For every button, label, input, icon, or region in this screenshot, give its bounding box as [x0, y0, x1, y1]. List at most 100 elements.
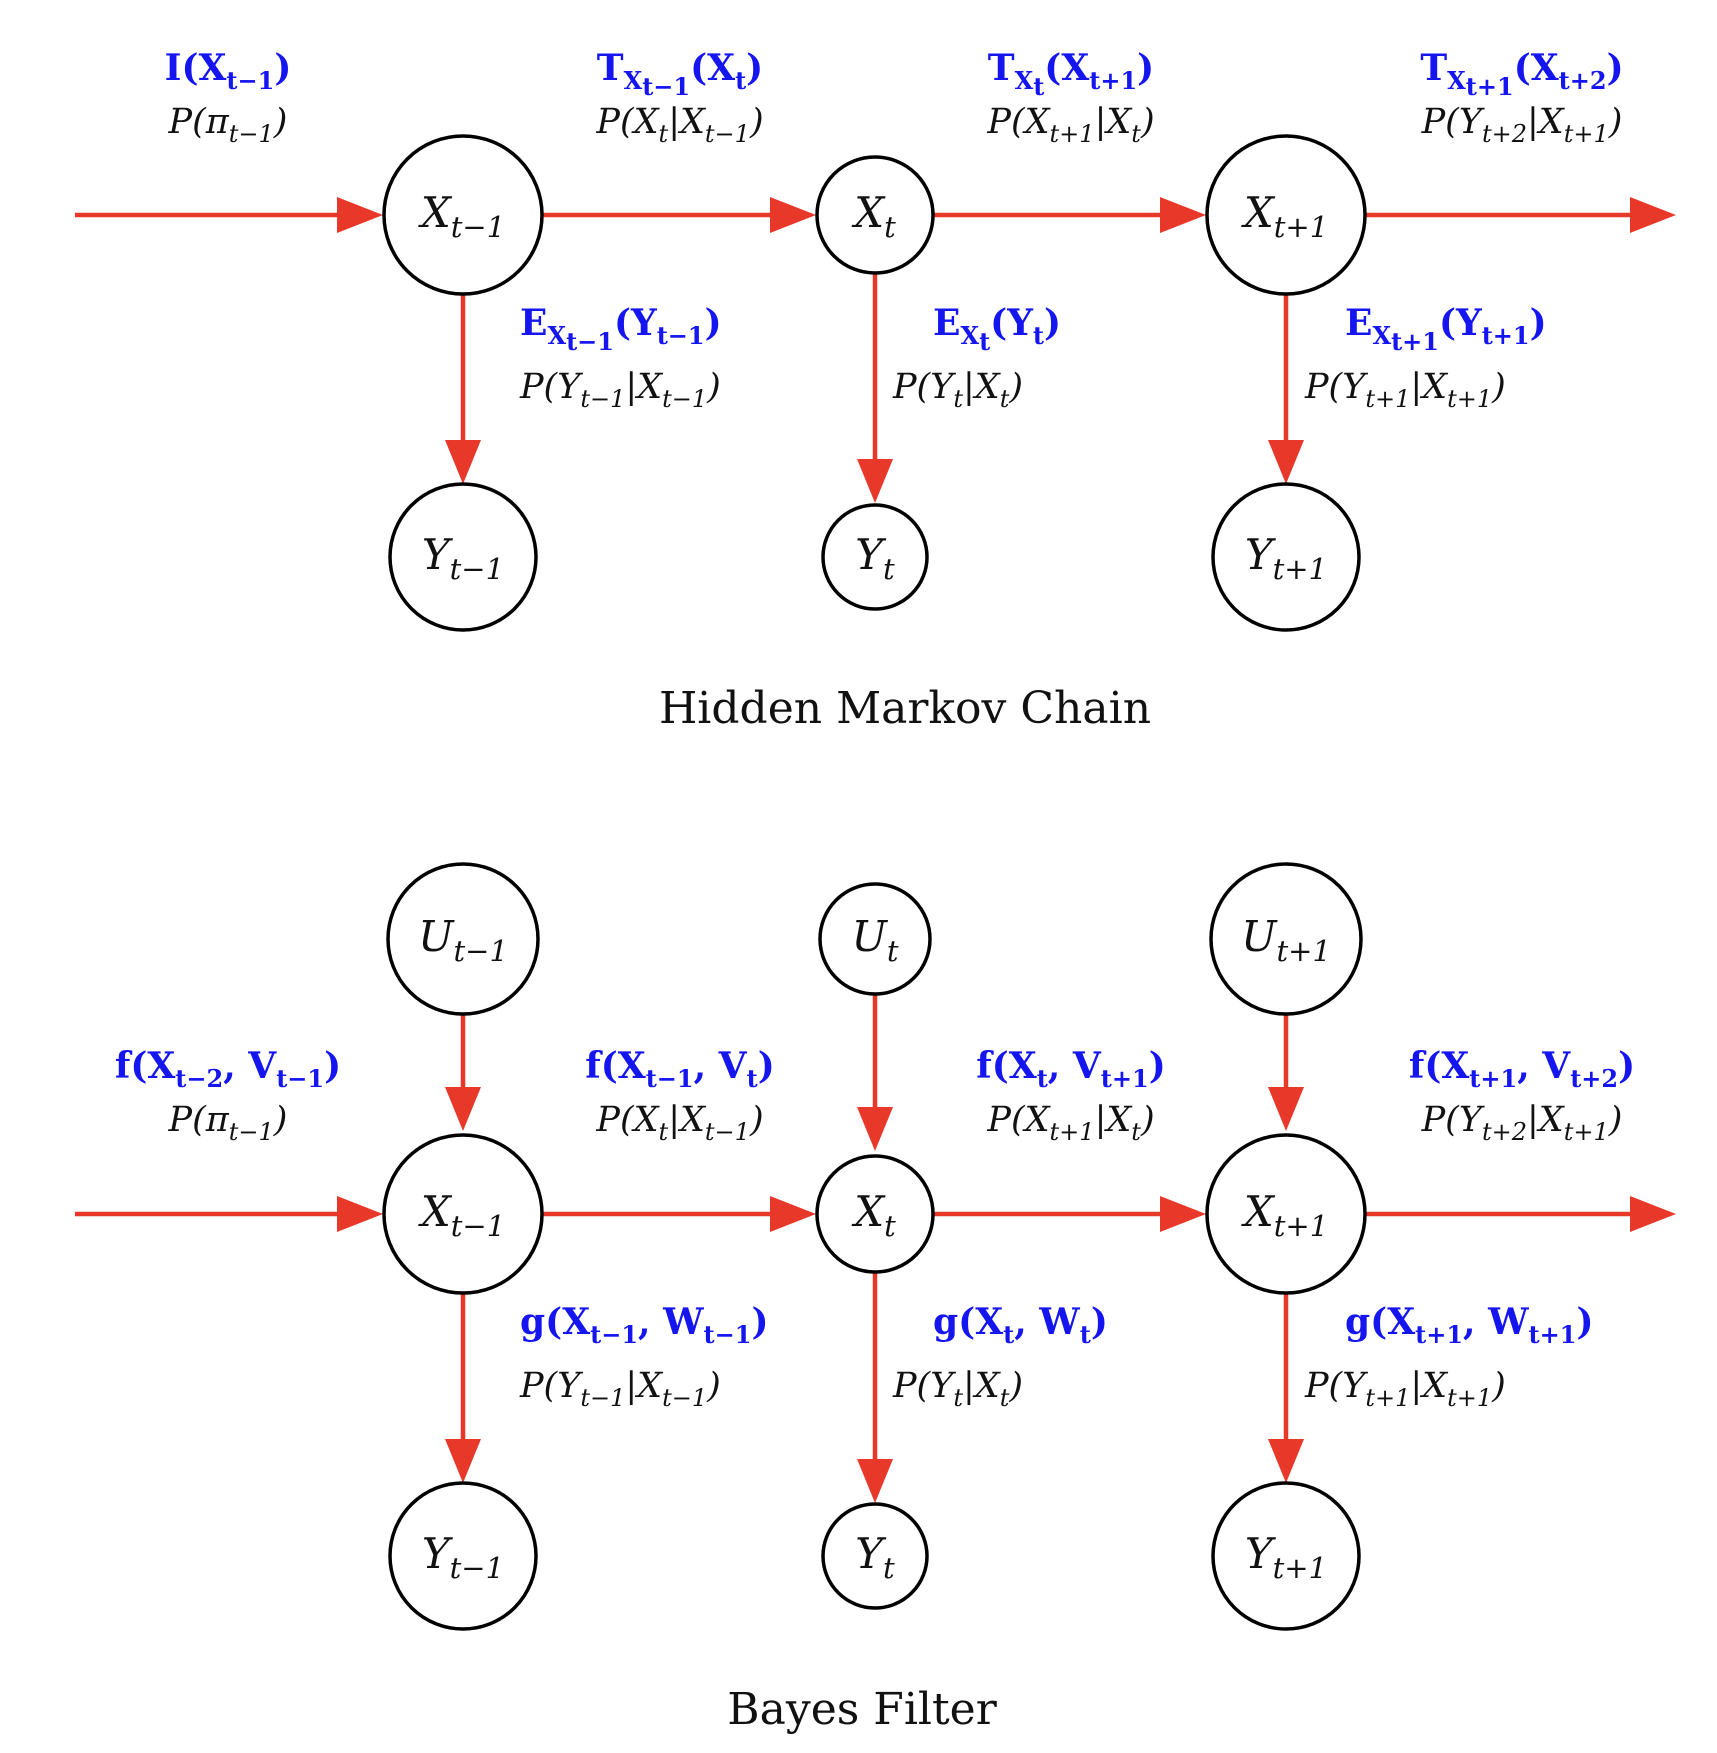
label-fragment: ) [274, 47, 291, 89]
label-fragment: f(X [115, 1045, 176, 1087]
bayes-state-fn-label-1: f(Xt−1, Vt) [585, 1045, 775, 1093]
label-fragment: I(X [165, 47, 227, 89]
label-fragment: t−1 [642, 72, 690, 101]
node-u-prev: Ut−1 [386, 862, 540, 1016]
node-y-cur: Yt [821, 503, 929, 611]
svg-text:Xt: Xt [851, 1187, 896, 1243]
label-fragment: (X [1044, 47, 1089, 89]
label-fragment: t+1 [1564, 1118, 1609, 1146]
arrowhead [857, 459, 893, 503]
label-fragment: (X [690, 47, 735, 89]
label-fragment: ) [1491, 367, 1506, 407]
label-fragment: X [1015, 66, 1034, 95]
arrowhead [1268, 1439, 1304, 1483]
label-fragment: t−1 [229, 120, 274, 148]
node-x-prev: Xt−1 [382, 1133, 544, 1295]
label-fragment: ) [273, 102, 288, 142]
label-fragment: t [953, 385, 963, 413]
label-fragment: , V [1048, 1045, 1102, 1087]
label-fragment: t−1 [226, 66, 274, 95]
label-fragment: t+1 [1564, 120, 1609, 148]
hmm-panel: Xt−1 Xt Xt+1 Yt−1 Yt Yt+1 I(Xt−1) P(πt−1… [75, 47, 1676, 734]
label-fragment: P(Y [1421, 102, 1485, 142]
arrowhead [857, 1459, 893, 1503]
label-fragment: ) [1008, 1366, 1023, 1406]
bayes-caption: Bayes Filter [727, 1684, 997, 1735]
label-fragment: ) [749, 102, 764, 142]
label-fragment: t [659, 120, 669, 148]
label-fragment: ) [273, 1100, 288, 1140]
label-fragment: ) [1618, 1045, 1635, 1087]
label-fragment: t+1 [1365, 385, 1410, 413]
svg-text:Xt−1: Xt−1 [418, 188, 505, 244]
label-fragment: t+1 [1529, 1320, 1577, 1349]
arrowhead [1160, 197, 1206, 233]
label-fragment: |X [1410, 367, 1449, 407]
label-fragment: ) [1149, 1045, 1166, 1087]
arrowhead [337, 1196, 383, 1232]
label-fragment: E [1345, 302, 1372, 344]
svg-text:Xt: Xt [851, 188, 896, 244]
arrowhead [337, 197, 383, 233]
label-fragment: t [735, 66, 746, 95]
bayes-obs-prob-1: P(Yt−1|Xt−1) [519, 1366, 721, 1412]
label-fragment: t [1000, 1384, 1010, 1412]
label-fragment: P(X [986, 1100, 1051, 1140]
label-fragment: t+2 [1482, 1118, 1527, 1146]
label-fragment: T [988, 47, 1015, 89]
label-fragment: g(X [1345, 1301, 1415, 1343]
label-fragment: ) [1140, 1100, 1155, 1140]
label-fragment: f(X [585, 1045, 646, 1087]
label-fragment: E [933, 302, 960, 344]
label-fragment: t+1 [1050, 1118, 1095, 1146]
node-y-prev: Yt−1 [388, 482, 538, 632]
label-fragment: |X [1527, 102, 1566, 142]
label-fragment: ) [1530, 302, 1547, 344]
label-fragment: f(X [1409, 1045, 1470, 1087]
bayes-obs-prob-2: P(Yt|Xt) [892, 1366, 1023, 1412]
label-fragment: ) [1137, 47, 1154, 89]
label-fragment: ) [749, 1100, 764, 1140]
label-fragment: , V [694, 1045, 748, 1087]
hmm-emission-label-2: EXt(Yt) [933, 302, 1061, 356]
label-fragment: ) [746, 47, 763, 89]
label-fragment: t+1 [1415, 1320, 1463, 1349]
arrowhead [445, 440, 481, 484]
bayes-state-fn-label-2: f(Xt, Vt+1) [976, 1045, 1166, 1093]
arrowhead [770, 1196, 816, 1232]
hmm-transition-label-2: TXt(Xt+1) [988, 47, 1154, 101]
label-fragment: P(Y [519, 367, 583, 407]
label-fragment: ) [1091, 1301, 1108, 1343]
label-fragment: t+1 [1089, 66, 1137, 95]
label-fragment: ) [706, 1366, 721, 1406]
arrowhead [1630, 197, 1676, 233]
label-fragment: X [1447, 66, 1466, 95]
svg-text:Ut: Ut [851, 912, 898, 968]
label-fragment: t−1 [276, 1064, 324, 1093]
label-fragment: P(π [168, 1100, 230, 1140]
bayes-state-prob-3: P(Yt+2|Xt+1) [1421, 1100, 1623, 1146]
node-x-next: Xt+1 [1205, 134, 1367, 296]
hmm-transition-prob-2: P(Xt+1|Xt) [986, 102, 1154, 148]
label-fragment: X [624, 66, 643, 95]
node-x-cur: Xt [815, 1154, 935, 1274]
label-fragment: |X [963, 367, 1002, 407]
label-fragment: , V [223, 1045, 277, 1087]
label-fragment: t−2 [175, 1064, 223, 1093]
label-fragment: t−1 [662, 1384, 707, 1412]
node-y-next: Yt+1 [1211, 1481, 1361, 1631]
hmm-emission-label-3: EXt+1(Yt+1) [1345, 302, 1547, 356]
label-fragment: ) [1607, 47, 1624, 89]
label-fragment: t [1033, 321, 1044, 350]
label-fragment: |X [668, 1100, 707, 1140]
node-y-prev: Yt−1 [388, 1481, 538, 1631]
node-x-cur: Xt [815, 155, 935, 275]
arrowhead [1268, 1087, 1304, 1131]
label-fragment: P(Y [1421, 1100, 1485, 1140]
label-fragment: T [597, 47, 624, 89]
label-fragment: (Y [614, 302, 658, 344]
label-fragment: |X [668, 102, 707, 142]
label-fragment: (Y [990, 302, 1034, 344]
label-fragment: P(Y [892, 367, 956, 407]
